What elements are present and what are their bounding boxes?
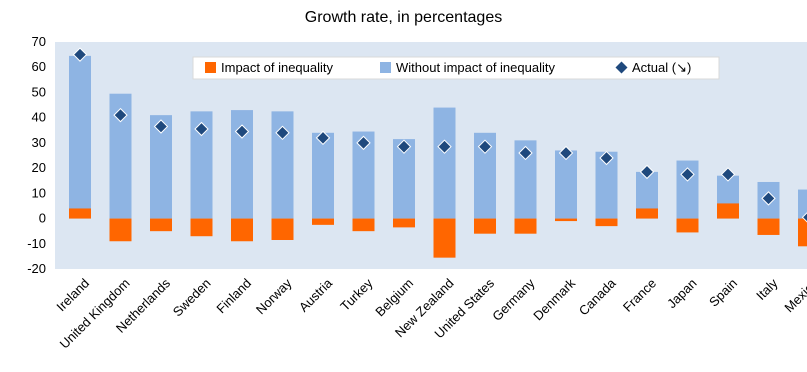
- y-tick-label: 70: [32, 34, 46, 49]
- bar-impact-netherlands: [150, 218, 172, 232]
- legend-box: [192, 56, 720, 80]
- bar-impact-united-states: [474, 218, 496, 234]
- marker-actual-france: [639, 164, 655, 180]
- bar-without-impact-turkey: [352, 131, 375, 219]
- x-tick-label: Norway: [253, 275, 295, 317]
- marker-actual-germany: [518, 145, 533, 161]
- bar-impact-ireland: [69, 208, 91, 219]
- y-tick-label: 40: [32, 110, 46, 125]
- marker-actual-italy: [761, 191, 776, 206]
- bar-without-impact-netherlands: [150, 115, 172, 219]
- x-tick-label: Finland: [213, 276, 254, 317]
- bar-without-impact-germany: [514, 140, 537, 219]
- x-tick-label: Italy: [753, 275, 781, 303]
- marker-actual-mexico: [801, 212, 807, 223]
- bar-impact-austria: [312, 218, 334, 225]
- x-tick-label: United Kingdom: [57, 276, 133, 352]
- marker-actual-new-zealand: [437, 139, 452, 154]
- y-tick-label: 0: [39, 211, 46, 226]
- x-tick-label: Turkey: [337, 275, 376, 314]
- bar-impact-germany: [514, 218, 537, 234]
- legend-swatch-without-impact-of-inequality: [380, 62, 391, 73]
- y-tick-label: -10: [27, 236, 46, 251]
- x-tick-label: Canada: [576, 275, 619, 318]
- chart-title: Growth rate, in percentages: [304, 9, 503, 26]
- marker-actual-ireland: [72, 47, 88, 62]
- y-axis: 70 60 50 40 30 20 10 0 -10 -20: [27, 34, 46, 276]
- marker-actual-finland: [234, 124, 250, 139]
- x-tick-label: Germany: [489, 275, 538, 324]
- bar-impact-turkey: [352, 218, 375, 232]
- bar-impact-japan: [676, 218, 699, 233]
- marker-actual-canada: [599, 150, 614, 166]
- bar-without-impact-ireland: [69, 55, 91, 219]
- bar-impact-france: [636, 208, 658, 219]
- marker-actual-denmark: [558, 145, 574, 161]
- marker-actual-sweden: [194, 121, 209, 137]
- bar-without-impact-denmark: [555, 150, 577, 219]
- legend-label: Impact of inequality: [221, 60, 334, 75]
- bar-without-impact-austria: [312, 132, 334, 219]
- bar-without-impact-finland: [231, 110, 253, 219]
- bar-impact-new-zealand: [433, 218, 456, 258]
- bar-impact-mexico: [798, 218, 807, 247]
- legend-swatch-actual: [615, 61, 628, 74]
- bar-without-impact-belgium: [393, 139, 415, 219]
- bar-without-impact-new-zealand: [433, 107, 456, 219]
- x-tick-label: Ireland: [53, 276, 92, 315]
- x-tick-label: Mexico: [781, 276, 807, 316]
- marker-actual-united-states: [477, 139, 493, 154]
- bar-without-impact-sweden: [190, 111, 213, 219]
- bar-impact-united-kingdom: [109, 218, 132, 242]
- bar-impact-sweden: [190, 218, 213, 237]
- y-tick-label: 10: [32, 185, 46, 200]
- bar-impact-belgium: [393, 218, 415, 228]
- y-tick-label: 60: [32, 59, 46, 74]
- marker-actual-austria: [315, 130, 331, 146]
- legend-label: Without impact of inequality: [396, 60, 555, 75]
- legend: Impact of inequality Without impact of in…: [192, 56, 720, 80]
- x-tick-label: Austria: [296, 275, 336, 315]
- bars-group: [69, 55, 807, 258]
- bar-without-impact-united-states: [474, 132, 496, 219]
- marker-actual-turkey: [356, 135, 371, 151]
- bar-impact-canada: [595, 218, 618, 227]
- marker-actual-spain: [720, 167, 736, 182]
- x-tick-label: Sweden: [170, 276, 214, 320]
- bar-without-impact-mexico: [798, 189, 807, 219]
- x-tick-label: Spain: [706, 276, 740, 310]
- bar-without-impact-norway: [271, 111, 294, 219]
- bar-impact-norway: [271, 218, 294, 240]
- marker-actual-belgium: [396, 139, 412, 154]
- y-tick-label: -20: [27, 261, 46, 276]
- x-tick-label: Denmark: [530, 275, 578, 323]
- marker-actual-japan: [680, 167, 695, 182]
- y-tick-label: 50: [32, 84, 46, 99]
- bar-without-impact-canada: [595, 151, 618, 219]
- y-tick-label: 20: [32, 160, 46, 175]
- marker-actual-norway: [275, 125, 290, 141]
- markers-group: [72, 47, 807, 223]
- marker-actual-netherlands: [153, 119, 169, 134]
- bar-impact-finland: [231, 218, 253, 242]
- x-tick-label: France: [620, 276, 659, 315]
- bar-impact-denmark: [555, 218, 577, 222]
- legend-label: Actual (↘): [632, 60, 691, 75]
- bar-without-impact-france: [636, 171, 658, 219]
- y-tick-label: 30: [32, 135, 46, 150]
- x-tick-label: Japan: [664, 276, 700, 312]
- legend-swatch-impact-of-inequality: [205, 62, 216, 73]
- bar-without-impact-united-kingdom: [109, 93, 132, 219]
- bar-impact-spain: [717, 203, 739, 219]
- marker-actual-united-kingdom: [113, 107, 128, 123]
- bar-impact-italy: [757, 218, 780, 235]
